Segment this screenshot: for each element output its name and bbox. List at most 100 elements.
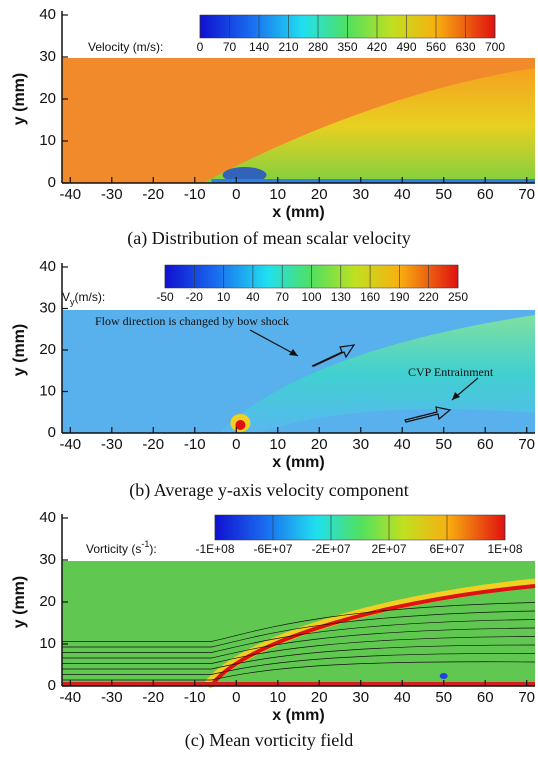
x-tick-label: 50: [435, 186, 452, 203]
x-tick-label: -10: [184, 689, 206, 706]
field-region: [219, 315, 535, 433]
x-tick-label: 70: [518, 436, 535, 453]
x-tick-label: 0: [232, 689, 240, 706]
field-region: [203, 68, 535, 183]
x-tick-label: -40: [59, 436, 81, 453]
colorbar-tick-label: 100: [301, 290, 321, 304]
colorbar-tick-label: 130: [331, 290, 351, 304]
colorbar-tick-label: -50: [156, 290, 174, 304]
streamline: [62, 619, 536, 653]
x-tick-label: 60: [477, 186, 494, 203]
colorbar-tick-label: 700: [485, 40, 505, 54]
x-tick-label: 50: [435, 689, 452, 706]
y-tick-label: 40: [39, 6, 56, 23]
y-tick-label: 10: [39, 132, 56, 149]
colorbar-label-part: ):: [149, 542, 156, 556]
y-tick-label: 30: [39, 299, 56, 316]
colorbar-tick-label: 250: [448, 290, 468, 304]
colorbar-tick-label: -6E+07: [253, 542, 292, 556]
caption: (a) Distribution of mean scalar velocity: [127, 228, 410, 249]
y-axis-title: y (mm): [11, 324, 28, 376]
colorbar-tick-label: 1E+08: [487, 542, 522, 556]
streamline: [62, 602, 536, 642]
x-tick-label: 70: [518, 689, 535, 706]
colorbar-label: Velocity (m/s):: [88, 40, 163, 54]
annotation: Flow direction is changed by bow shock: [95, 314, 289, 328]
streamline: [62, 636, 536, 664]
y-tick-label: 0: [48, 174, 56, 191]
colorbar-tick-label: 210: [278, 40, 298, 54]
x-tick-label: -10: [184, 436, 206, 453]
x-tick-label: -30: [101, 689, 123, 706]
y-tick-label: 20: [39, 593, 56, 610]
x-tick-label: -40: [59, 689, 81, 706]
x-tick-label: 60: [477, 436, 494, 453]
colorbar-tick-label: -1E+08: [195, 542, 234, 556]
colorbar-tick-label: 190: [389, 290, 409, 304]
x-tick-label: 60: [477, 689, 494, 706]
x-tick-label: 10: [269, 436, 286, 453]
x-tick-label: 50: [435, 436, 452, 453]
y-tick-label: 10: [39, 382, 56, 399]
y-tick-label: 0: [48, 424, 56, 441]
x-tick-label: 70: [518, 186, 535, 203]
colorbar-tick-label: 160: [360, 290, 380, 304]
x-axis-title: x (mm): [272, 707, 324, 724]
colorbar-label-part: y: [70, 297, 75, 307]
colorbar-label: Vorticity (s-1):: [86, 539, 157, 556]
colorbar-label-part: Velocity (m/s):: [88, 40, 163, 54]
x-tick-label: 0: [232, 186, 240, 203]
x-tick-label: 0: [232, 436, 240, 453]
field-region: [439, 673, 448, 679]
streamline: [62, 661, 536, 681]
colorbar-tick-label: -2E+07: [311, 542, 350, 556]
y-tick-label: 40: [39, 258, 56, 275]
x-tick-label: 20: [311, 436, 328, 453]
y-tick-label: 30: [39, 551, 56, 568]
colorbar-tick-label: 6E+07: [429, 542, 464, 556]
colorbar-label-part: Vorticity (s: [86, 542, 141, 556]
colorbar-label-part: -1: [141, 539, 149, 549]
x-tick-label: -30: [101, 436, 123, 453]
y-tick-label: 0: [48, 677, 56, 694]
colorbar-tick-label: 2E+07: [371, 542, 406, 556]
colorbar-tick-label: 350: [337, 40, 357, 54]
field-region: [209, 584, 536, 688]
y-tick-label: 20: [39, 90, 56, 107]
annotation-arrowhead: [452, 392, 460, 400]
colorbar-tick-label: 420: [367, 40, 387, 54]
x-tick-label: -30: [101, 186, 123, 203]
x-tick-label: -20: [142, 436, 164, 453]
flow-arrow: [404, 406, 452, 423]
caption: (c) Mean vorticity field: [185, 730, 353, 751]
colorbar-label-part: (m/s):: [75, 290, 106, 304]
colorbar-tick-label: -20: [186, 290, 204, 304]
x-tick-label: 20: [311, 689, 328, 706]
colorbar-tick-label: 560: [426, 40, 446, 54]
annotation-arrow: [249, 329, 299, 357]
annotation-arrowhead: [289, 349, 298, 356]
x-tick-label: 10: [269, 186, 286, 203]
field: [62, 561, 535, 686]
field-region: [235, 420, 246, 430]
x-axis-title: x (mm): [272, 204, 324, 221]
x-tick-label: 20: [311, 186, 328, 203]
colorbar-tick-label: 70: [223, 40, 237, 54]
colorbar-label: Vy(m/s):: [62, 290, 105, 307]
streamline: [62, 610, 536, 648]
streamline: [62, 653, 536, 675]
flow-arrow: [311, 344, 356, 367]
x-tick-label: 30: [352, 436, 369, 453]
x-tick-label: 30: [352, 689, 369, 706]
streamline: [62, 644, 536, 670]
x-tick-label: 40: [394, 186, 411, 203]
x-tick-label: 40: [394, 436, 411, 453]
colorbar-tick-label: 40: [246, 290, 260, 304]
x-tick-label: -10: [184, 186, 206, 203]
x-tick-label: -20: [142, 186, 164, 203]
streamline: [62, 627, 536, 659]
colorbar-tick-label: 0: [197, 40, 204, 54]
colorbar-tick-label: 490: [396, 40, 416, 54]
colorbar-tick-label: 280: [308, 40, 328, 54]
